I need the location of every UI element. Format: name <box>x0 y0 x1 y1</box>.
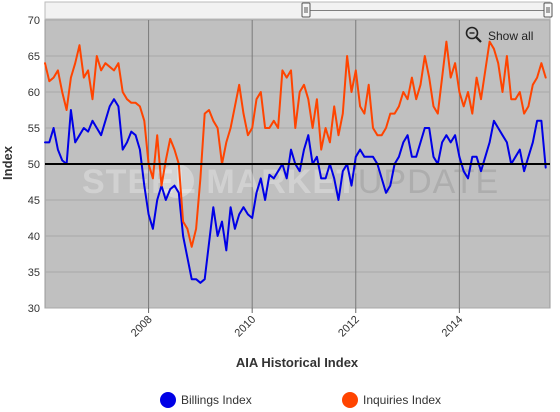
y-tick-label: 35 <box>28 267 40 279</box>
watermark-text: STEEL MARKETUPDATE <box>82 163 499 201</box>
y-tick-label: 40 <box>28 231 40 243</box>
x-axis-label: AIA Historical Index <box>236 355 359 370</box>
y-tick-label: 50 <box>28 159 40 171</box>
x-tick-label: 2014 <box>440 314 466 340</box>
zoom-out-icon <box>465 26 479 40</box>
legend-item-inquiries[interactable]: Inquiries Index <box>342 392 441 408</box>
show-all-button[interactable]: Show all <box>465 26 534 44</box>
range-handle-left[interactable] <box>301 2 311 18</box>
y-tick-label: 30 <box>28 303 40 315</box>
legend-item-billings[interactable]: Billings Index <box>160 392 252 408</box>
x-tick-label: 2010 <box>233 314 259 340</box>
legend-label: Billings Index <box>181 393 252 407</box>
watermark: STEEL MARKETUPDATE <box>82 163 499 201</box>
legend-label: Inquiries Index <box>363 393 441 407</box>
x-tick-label: 2008 <box>129 314 155 340</box>
x-tick-label: 2012 <box>336 314 362 340</box>
y-axis-label: Index <box>0 145 15 180</box>
y-tick-label: 65 <box>28 51 40 63</box>
y-tick-label: 45 <box>28 195 40 207</box>
show-all-label: Show all <box>488 29 533 43</box>
watermark-part2: UPDATE <box>358 163 499 201</box>
y-tick-label: 55 <box>28 123 40 135</box>
range-handle-right[interactable] <box>543 2 553 18</box>
watermark-part1: STEEL MARKET <box>82 163 358 201</box>
legend: Billings Index Inquiries Index <box>160 392 441 408</box>
y-tick-label: 70 <box>28 15 40 27</box>
y-tick-labels: 30 35 40 45 50 55 60 65 70 <box>28 15 40 315</box>
y-tick-label: 60 <box>28 87 40 99</box>
legend-marker <box>160 392 176 408</box>
inquiries-series-line <box>44 40 547 248</box>
legend-marker <box>342 392 358 408</box>
x-tick-labels: 2008 2010 2012 2014 <box>129 308 466 340</box>
